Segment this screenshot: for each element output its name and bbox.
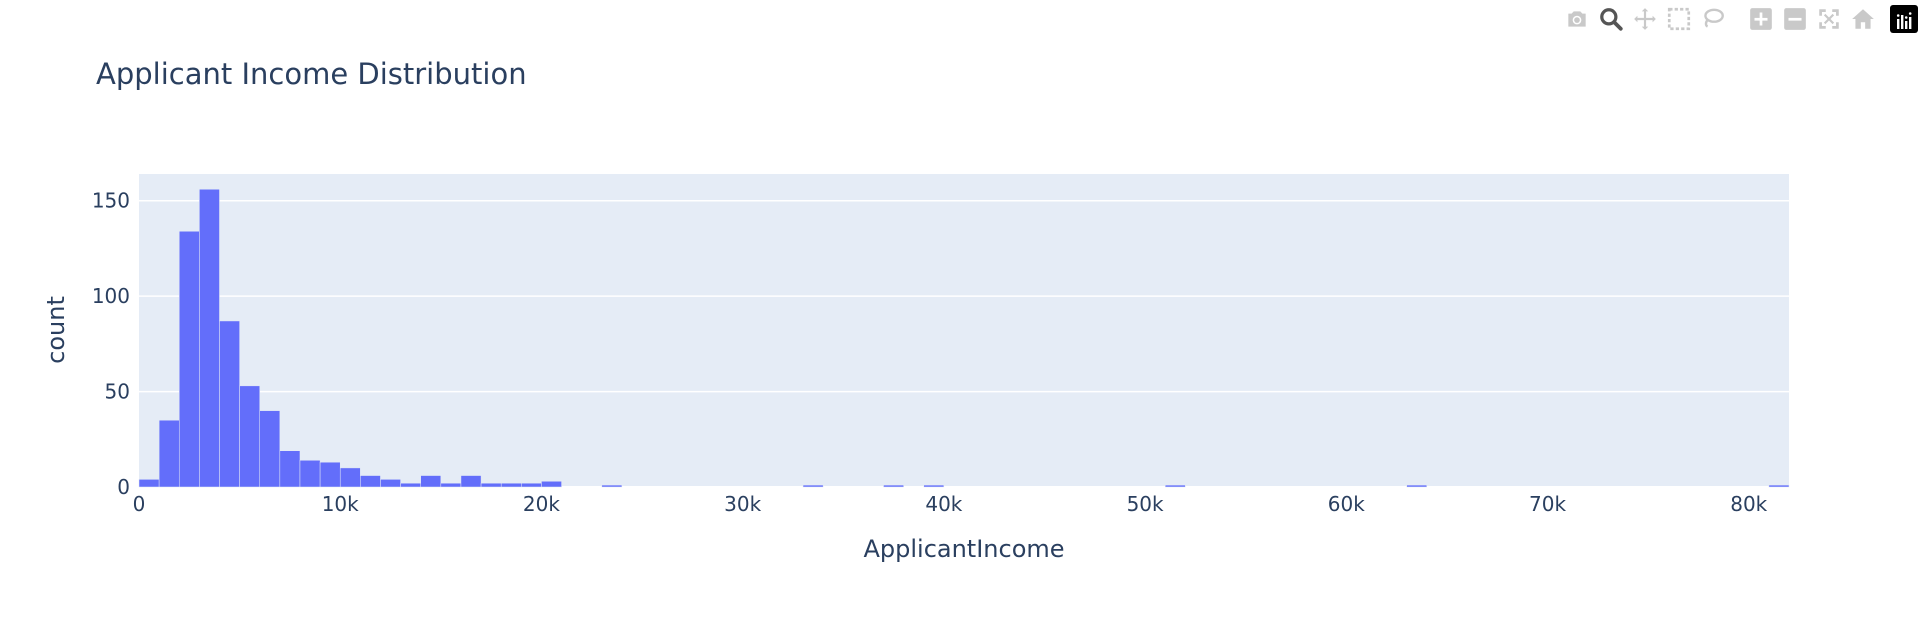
histogram-bar[interactable]: [601, 484, 623, 488]
plot-area-background: [139, 174, 1789, 487]
histogram-bar[interactable]: [420, 475, 442, 488]
histogram-bar[interactable]: [460, 475, 482, 488]
y-tick-label: 50: [105, 380, 130, 404]
x-tick-label: 60k: [1328, 492, 1365, 516]
histogram-bar[interactable]: [319, 461, 341, 488]
x-tick-label: 0: [133, 492, 146, 516]
histogram-bar[interactable]: [400, 482, 421, 488]
histogram-bar[interactable]: [541, 481, 562, 488]
x-axis-ticks: 0 10k 20k 30k 40k 50k 60k 70k 80k: [133, 492, 1768, 516]
histogram-bar[interactable]: [279, 450, 301, 488]
y-tick-label: 150: [92, 189, 130, 213]
y-axis-ticks: 0 50 100 150: [92, 189, 130, 499]
histogram-bar[interactable]: [923, 484, 945, 488]
camera-icon[interactable]: [1560, 4, 1594, 34]
histogram-bar[interactable]: [500, 482, 522, 488]
histogram-bars[interactable]: [138, 189, 1790, 488]
y-tick-label: 0: [117, 475, 130, 499]
zoom-in-icon[interactable]: [1744, 4, 1778, 34]
histogram-bar[interactable]: [1406, 484, 1428, 488]
autoscale-icon[interactable]: [1812, 4, 1846, 34]
histogram-bar[interactable]: [480, 482, 502, 488]
histogram-bar[interactable]: [299, 460, 321, 488]
histogram-bar[interactable]: [259, 410, 281, 488]
histogram-bar[interactable]: [521, 482, 542, 488]
x-tick-label: 10k: [322, 492, 359, 516]
histogram-bar[interactable]: [1768, 484, 1790, 488]
chart-title: Applicant Income Distribution: [96, 57, 527, 91]
plotly-logo-icon[interactable]: [1890, 5, 1918, 33]
x-tick-label: 80k: [1730, 492, 1767, 516]
modebar-group-tools: [1560, 4, 1730, 34]
histogram-bar[interactable]: [380, 479, 401, 488]
histogram-bar[interactable]: [339, 467, 361, 488]
y-tick-label: 100: [92, 284, 130, 308]
histogram-bar[interactable]: [802, 484, 824, 488]
modebar: [1546, 4, 1918, 34]
histogram-bar[interactable]: [239, 385, 260, 488]
zoom-icon[interactable]: [1594, 4, 1628, 34]
x-tick-label: 70k: [1529, 492, 1566, 516]
histogram-bar[interactable]: [883, 484, 904, 488]
histogram-bar[interactable]: [199, 189, 220, 488]
box-select-icon[interactable]: [1662, 4, 1696, 34]
histogram-bar[interactable]: [138, 479, 160, 488]
histogram-bar[interactable]: [219, 320, 240, 488]
x-tick-label: 30k: [724, 492, 761, 516]
x-tick-label: 50k: [1127, 492, 1164, 516]
x-axis-title: ApplicantIncome: [863, 535, 1064, 563]
x-tick-label: 40k: [925, 492, 962, 516]
histogram-bar[interactable]: [440, 482, 462, 488]
x-tick-label: 20k: [523, 492, 560, 516]
histogram-bar[interactable]: [178, 231, 200, 488]
reset-axes-icon[interactable]: [1846, 4, 1880, 34]
histogram-bar[interactable]: [360, 475, 381, 488]
pan-icon[interactable]: [1628, 4, 1662, 34]
histogram-bar[interactable]: [1164, 484, 1186, 488]
zoom-out-icon[interactable]: [1778, 4, 1812, 34]
histogram-bar[interactable]: [158, 419, 180, 488]
modebar-group-zoom: [1744, 4, 1880, 34]
lasso-select-icon[interactable]: [1696, 4, 1730, 34]
y-axis-title: count: [42, 296, 70, 364]
